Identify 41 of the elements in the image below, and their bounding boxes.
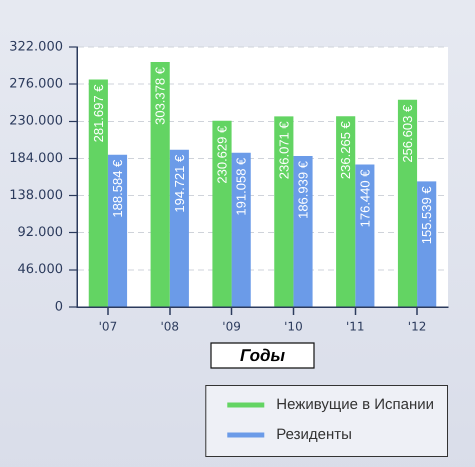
bar: [108, 154, 128, 306]
x-tick-label: '08: [160, 319, 180, 334]
bar: [212, 120, 232, 306]
bar: [417, 181, 436, 306]
x-tick-label: '10: [284, 319, 303, 334]
data-label: 194.721 €: [172, 154, 187, 213]
x-tick-label: '09: [222, 319, 241, 334]
legend-label: Резиденты: [276, 426, 352, 444]
y-tick-label: 46.000: [18, 262, 63, 278]
data-label: 191.058 €: [234, 156, 249, 216]
data-label: 281.697 €: [90, 84, 106, 142]
data-label: 230.629 €: [214, 125, 230, 184]
bar: [293, 156, 313, 306]
data-label: 256.603 €: [400, 104, 416, 163]
bar: [232, 152, 251, 306]
data-label: 236.265 €: [338, 120, 354, 180]
y-tick-label: 230.000: [9, 114, 63, 129]
data-label: 303.378 €: [152, 66, 168, 125]
y-tick-label: 184.000: [9, 150, 63, 166]
x-tick-label: '11: [346, 319, 365, 334]
y-tick-label: 138.000: [9, 188, 63, 203]
bar: [274, 116, 294, 306]
bar: [336, 116, 356, 306]
data-label: 176.440 €: [357, 168, 372, 228]
y-tick-label: 0: [54, 299, 63, 314]
x-tick-label: '07: [98, 319, 118, 334]
bar: [355, 164, 374, 306]
data-label: 186.939 €: [296, 160, 311, 219]
bar: [398, 100, 418, 306]
data-label: 236.071 €: [276, 120, 292, 180]
x-tick-label: '12: [408, 319, 426, 334]
bar: [88, 80, 108, 306]
legend-label: Неживущие в Испании: [276, 396, 434, 414]
bar: [170, 150, 189, 306]
y-tick-label: 276.000: [9, 76, 63, 92]
data-label: 188.584 €: [110, 158, 126, 218]
x-axis-title: Годы: [240, 346, 286, 366]
y-tick-label: 322.000: [9, 39, 63, 54]
data-label: 155.539 €: [419, 186, 434, 244]
y-tick-label: 92.000: [18, 225, 63, 240]
bar: [150, 62, 170, 306]
